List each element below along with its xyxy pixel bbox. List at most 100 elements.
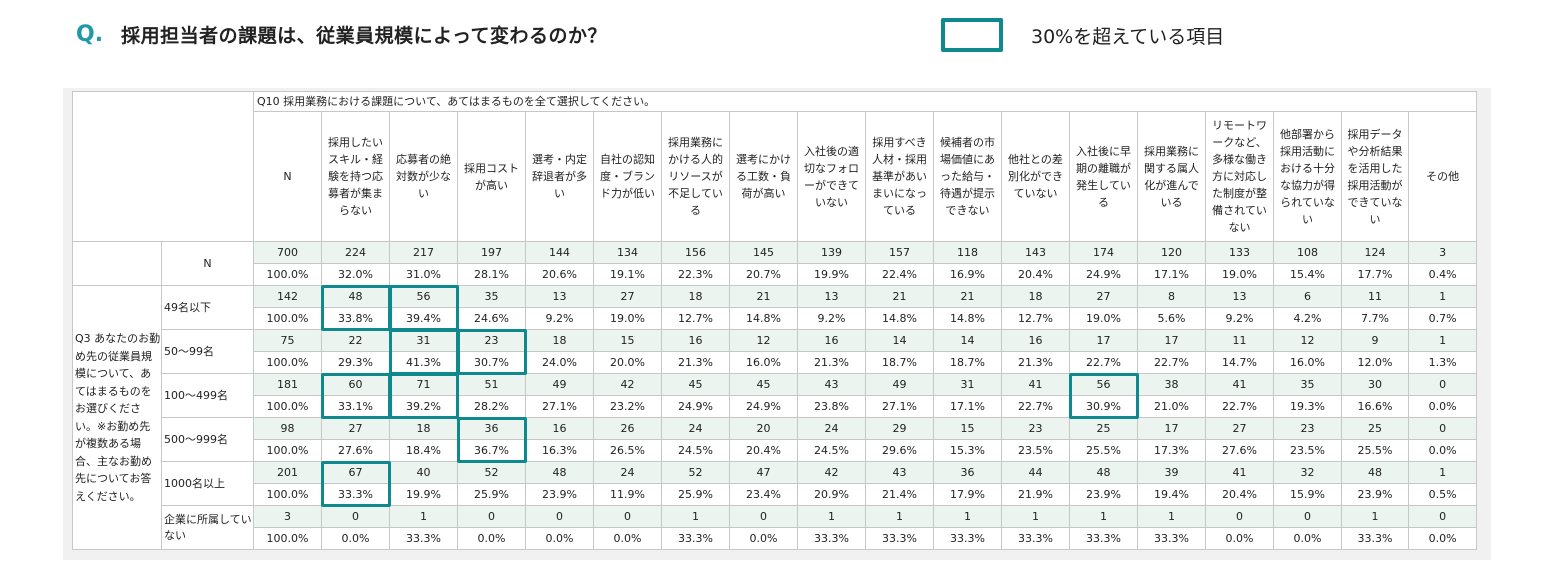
count-cell: 18 — [1001, 285, 1070, 308]
count-cell: 13 — [1205, 285, 1274, 308]
percent-cell: 23.9% — [525, 483, 594, 506]
count-cell: 44 — [1001, 461, 1070, 484]
percent-cell: 22.3% — [661, 263, 730, 286]
count-cell: 51 — [457, 373, 526, 396]
count-cell: 25 — [1069, 417, 1138, 440]
table-row-count: 500〜999名 98 27 18 36 16 26 24 20 24 29 15 23 25 17 27 23… — [73, 417, 1478, 462]
percent-cell: 4.2% — [1273, 307, 1342, 330]
percent-cell: 22.4% — [865, 263, 934, 286]
count-cell: 23 — [1001, 417, 1070, 440]
count-cell: 134 — [593, 241, 662, 264]
count-cell: 21 — [865, 285, 934, 308]
percent-cell: 0.4% — [1407, 263, 1478, 286]
percent-cell: 12.0% — [1341, 351, 1409, 374]
count-cell: 143 — [1001, 241, 1070, 264]
percent-cell: 0.0% — [1407, 527, 1478, 550]
legend-label: 30%を超えている項目 — [1031, 25, 1225, 48]
count-cell: 157 — [865, 241, 934, 264]
count-cell: 0 — [321, 505, 390, 528]
percent-cell: 19.0% — [1069, 307, 1138, 330]
count-cell: 1 — [1407, 329, 1478, 352]
percent-cell: 33.3% — [1069, 527, 1138, 550]
percent-cell: 9.2% — [1205, 307, 1274, 330]
count-cell: 1 — [933, 505, 1002, 528]
percent-cell: 27.6% — [1205, 439, 1274, 462]
percent-cell: 15.3% — [933, 439, 1002, 462]
count-cell: 1 — [1001, 505, 1070, 528]
count-cell: 24 — [593, 461, 662, 484]
column-header: 選考にかける工数・負荷が高い — [729, 111, 798, 242]
question-title: Q10 採用業務における課題について、あてはまるものを全て選択してください。 — [252, 91, 1478, 112]
row-group-label: 50〜99名 — [161, 329, 254, 374]
count-cell: 6 — [1273, 285, 1342, 308]
table-row-count: 1000名以上 201 67 40 52 48 24 52 47 42 43 36 44 48 39 41 32… — [73, 461, 1478, 506]
count-cell: 13 — [797, 285, 866, 308]
count-cell: 17 — [1137, 417, 1206, 440]
count-cell: 43 — [865, 461, 934, 484]
count-cell: 21 — [729, 285, 798, 308]
column-header: 選考・内定辞退者が多い — [525, 111, 594, 242]
count-cell: 118 — [933, 241, 1002, 264]
count-cell: 52 — [457, 461, 526, 484]
count-cell: 47 — [729, 461, 798, 484]
column-header: 採用コストが高い — [457, 111, 526, 242]
count-cell: 20 — [729, 417, 798, 440]
percent-cell: 100.0% — [253, 483, 322, 506]
percent-cell: 16.3% — [525, 439, 594, 462]
percent-cell: 24.0% — [525, 351, 594, 374]
count-cell: 25 — [1341, 417, 1409, 440]
count-cell: 35 — [457, 285, 526, 308]
count-cell: 56 — [1069, 373, 1138, 396]
count-cell: 41 — [1205, 461, 1274, 484]
percent-cell: 19.9% — [389, 483, 458, 506]
count-cell: 21 — [933, 285, 1002, 308]
percent-cell: 41.3% — [389, 351, 458, 374]
percent-cell: 19.3% — [1273, 395, 1342, 418]
count-cell: 142 — [253, 285, 322, 308]
percent-cell: 23.5% — [1273, 439, 1342, 462]
row-group-label: 1000名以上 — [161, 461, 254, 506]
count-cell: 16 — [797, 329, 866, 352]
percent-cell: 33.3% — [933, 527, 1002, 550]
percent-cell: 24.5% — [661, 439, 730, 462]
count-cell: 45 — [729, 373, 798, 396]
percent-cell: 25.9% — [661, 483, 730, 506]
count-cell: 1 — [797, 505, 866, 528]
percent-cell: 25.5% — [1341, 439, 1409, 462]
percent-cell: 20.7% — [729, 263, 798, 286]
count-cell: 27 — [321, 417, 390, 440]
count-cell: 0 — [1407, 417, 1478, 440]
column-header: 入社後の適切なフォローができていない — [797, 111, 866, 242]
count-cell: 0 — [457, 505, 526, 528]
count-cell: 3 — [1407, 241, 1478, 264]
count-cell: 3 — [253, 505, 322, 528]
percent-cell: 23.9% — [1341, 483, 1409, 506]
count-cell: 156 — [661, 241, 730, 264]
row-group-label: 100〜499名 — [161, 373, 254, 418]
percent-cell: 23.5% — [1001, 439, 1070, 462]
count-cell: 144 — [525, 241, 594, 264]
percent-cell: 9.2% — [525, 307, 594, 330]
count-cell: 35 — [1273, 373, 1342, 396]
percent-cell: 23.8% — [797, 395, 866, 418]
percent-cell: 33.3% — [1341, 527, 1409, 550]
percent-cell: 16.9% — [933, 263, 1002, 286]
percent-cell: 14.8% — [729, 307, 798, 330]
column-header: 入社後に早期の離職が発生している — [1069, 111, 1138, 242]
percent-cell: 33.3% — [321, 483, 390, 506]
count-cell: 56 — [389, 285, 458, 308]
count-cell: 27 — [1069, 285, 1138, 308]
count-cell: 49 — [865, 373, 934, 396]
question-mark-label: Q. — [76, 21, 104, 47]
percent-cell: 33.3% — [1001, 527, 1070, 550]
count-cell: 0 — [593, 505, 662, 528]
percent-cell: 33.3% — [661, 527, 730, 550]
count-cell: 11 — [1205, 329, 1274, 352]
percent-cell: 17.1% — [933, 395, 1002, 418]
percent-cell: 33.8% — [321, 307, 390, 330]
column-header: 採用業務に関する属人化が進んでいる — [1137, 111, 1206, 242]
count-cell: 16 — [661, 329, 730, 352]
percent-cell: 21.3% — [661, 351, 730, 374]
percent-cell: 20.0% — [593, 351, 662, 374]
column-header: 他部署から採用活動における十分な協力が得られていない — [1273, 111, 1342, 242]
